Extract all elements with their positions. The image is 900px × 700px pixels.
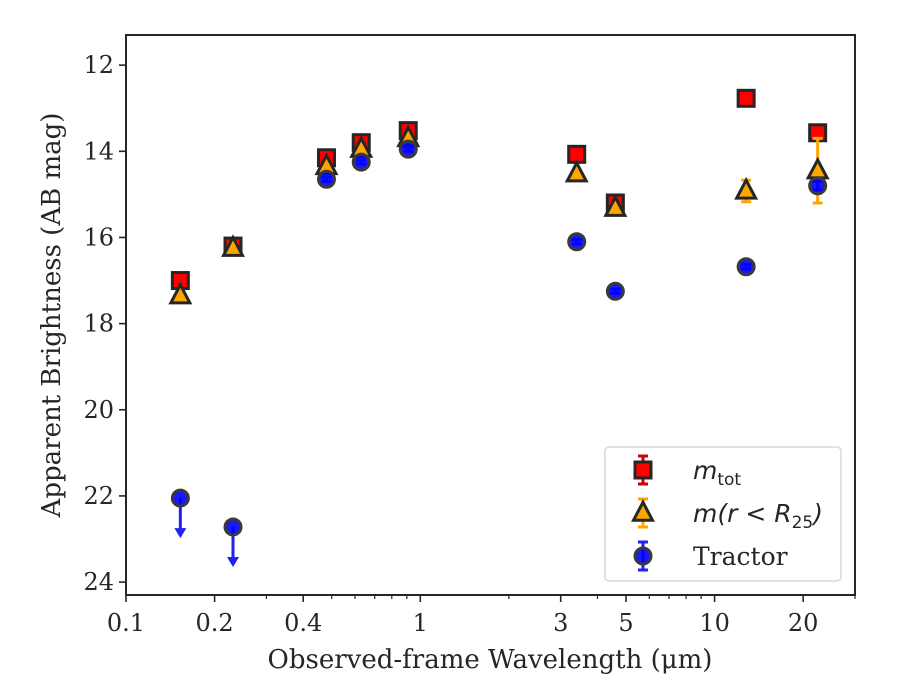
x-tick-label: 20: [788, 609, 819, 637]
upper-limit-arrowhead: [227, 556, 240, 567]
Tractor-marker: [808, 176, 828, 196]
axis-ticks: 0.1 0.2 0.4 1 3 5 10 20 12 14 16 18 20 22 24: [83, 51, 856, 637]
Tractor-marker: [605, 281, 625, 301]
m_tot-marker: [736, 88, 756, 108]
y-tick-label: 14: [83, 137, 114, 165]
x-tick-label: 1: [413, 609, 428, 637]
upper-limit-arrowhead: [174, 528, 187, 539]
y-tick-label: 16: [83, 223, 114, 251]
y-tick-label: 24: [83, 568, 114, 596]
Tractor-marker: [398, 139, 418, 159]
x-tick-label: 0.2: [196, 609, 234, 637]
series-0: [170, 88, 828, 291]
Tractor-marker: [316, 169, 336, 189]
m(r < R25)-marker: [168, 281, 193, 305]
m(r < R25)-marker: [805, 156, 830, 180]
x-axis-label: Observed-frame Wavelength (μm): [268, 645, 713, 675]
x-tick-label: 3: [553, 609, 568, 637]
x-tick-label: 0.4: [284, 609, 322, 637]
plot-area: [168, 88, 830, 567]
y-tick-label: 12: [83, 51, 114, 79]
y-axis-label: Apparent Brightness (AB mag): [37, 113, 67, 519]
y-tick-label: 20: [83, 396, 114, 424]
x-tick-label: 0.1: [107, 609, 145, 637]
Tractor-marker: [736, 257, 756, 277]
legend-label-0: mtot: [693, 456, 741, 490]
series-2: [170, 139, 828, 567]
m(r < R25)-marker: [603, 194, 628, 217]
y-tick-label: 22: [83, 482, 114, 510]
m(r < R25)-marker: [734, 176, 759, 200]
Tractor-marker: [351, 152, 371, 172]
m_tot-marker: [633, 460, 653, 480]
Tractor-marker: [223, 517, 243, 537]
Tractor-marker: [170, 488, 190, 508]
x-tick-label: 5: [618, 609, 633, 637]
m(r < R25)-marker: [564, 159, 589, 183]
m(r < R25)-marker: [631, 498, 655, 522]
x-tick-label: 10: [699, 609, 730, 637]
plot-frame: [125, 34, 856, 596]
Tractor-marker: [567, 232, 587, 252]
Tractor-marker: [633, 546, 653, 566]
legend-box: [604, 446, 842, 582]
y-tick-label: 18: [83, 310, 114, 338]
legend-label-1: m(r < R25): [693, 499, 823, 533]
m(r < R25)-marker: [221, 234, 245, 257]
legend: mtot m(r < R25) Tractor: [604, 446, 842, 582]
legend-label-2: Tractor: [693, 542, 788, 571]
series-1: [168, 124, 830, 305]
